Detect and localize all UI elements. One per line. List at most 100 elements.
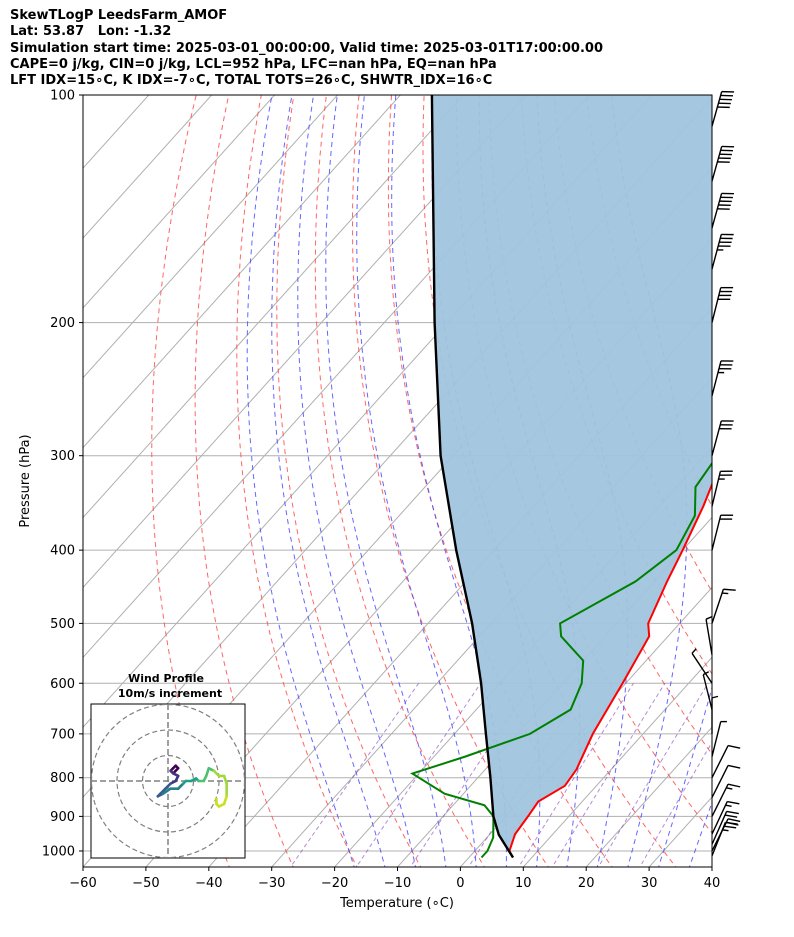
mixing-ratio-line bbox=[355, 683, 482, 867]
barb-half-flag bbox=[722, 829, 729, 832]
barb-half-flag bbox=[691, 648, 697, 654]
hodograph-area bbox=[91, 704, 245, 858]
moist-adiabat bbox=[297, 95, 417, 867]
parcel-profile bbox=[430, 95, 515, 859]
barb-shaft bbox=[691, 652, 713, 684]
moist-adiabat bbox=[688, 800, 712, 867]
isotherm-gridline bbox=[83, 95, 276, 309]
y-tick-label: 800 bbox=[50, 771, 75, 786]
wind-barb bbox=[711, 588, 736, 624]
title-line-1: SkewTLogP LeedsFarm_AMOF bbox=[10, 8, 228, 23]
wind-barb bbox=[711, 286, 734, 323]
moist-adiabat bbox=[325, 95, 447, 867]
barb-half-flag bbox=[705, 616, 713, 620]
barb-half-flag bbox=[711, 695, 719, 699]
mixing-ratio-line bbox=[639, 741, 712, 867]
barb-shaft bbox=[711, 515, 722, 551]
isotherm-gridline bbox=[711, 866, 712, 867]
barb-flag bbox=[726, 821, 739, 826]
barb-flag bbox=[727, 744, 741, 749]
barb-shaft bbox=[711, 471, 722, 507]
y-tick-label: 100 bbox=[50, 89, 75, 104]
hodograph-subtitle: 10m/s increment bbox=[118, 687, 222, 700]
y-tick-label: 300 bbox=[50, 449, 75, 464]
wind-barb bbox=[711, 744, 741, 779]
x-tick-label: 40 bbox=[704, 876, 721, 891]
barb-shaft bbox=[711, 745, 729, 779]
x-tick-label: 20 bbox=[578, 876, 595, 891]
wind-barb bbox=[711, 192, 734, 229]
y-tick-label: 1000 bbox=[42, 844, 75, 859]
barb-shaft bbox=[711, 146, 723, 182]
y-tick-label: 400 bbox=[50, 544, 75, 559]
moist-adiabat bbox=[356, 95, 477, 867]
barb-shaft bbox=[711, 818, 729, 852]
wind-barb bbox=[711, 514, 734, 551]
barb-flag bbox=[727, 764, 741, 769]
wind-barb bbox=[711, 810, 739, 845]
barb-shaft bbox=[711, 91, 723, 127]
barb-shaft bbox=[702, 674, 713, 710]
mixing-ratio-line bbox=[289, 683, 420, 867]
barb-flag bbox=[727, 818, 741, 823]
cin-shaded-area bbox=[431, 95, 712, 858]
wind-barb bbox=[711, 470, 733, 507]
hodograph-trace-segment bbox=[222, 794, 228, 806]
wind-barb bbox=[711, 783, 741, 817]
isotherm-gridline bbox=[522, 656, 712, 867]
hodograph-inset: Wind Profile 10m/s increment bbox=[90, 672, 246, 859]
barb-shaft bbox=[711, 783, 729, 817]
wind-barb bbox=[711, 420, 734, 456]
dry-adiabat bbox=[521, 95, 712, 675]
x-tick-label: −10 bbox=[384, 876, 411, 891]
mixing-ratio-line bbox=[551, 683, 666, 867]
isotherm-gridline bbox=[83, 95, 213, 239]
barb-shaft bbox=[711, 811, 728, 845]
wind-barb bbox=[691, 648, 713, 684]
barb-flag bbox=[723, 588, 736, 591]
barb-flag bbox=[723, 825, 737, 829]
wind-barb bbox=[705, 616, 713, 655]
wind-barb bbox=[711, 145, 735, 182]
moist-adiabat bbox=[246, 95, 355, 867]
hodograph-trace-segment bbox=[222, 774, 228, 785]
dry-adiabat bbox=[194, 95, 294, 867]
barb-shaft bbox=[711, 589, 725, 624]
x-tick-label: 30 bbox=[641, 876, 658, 891]
x-axis-label: Temperature (∘C) bbox=[339, 896, 454, 911]
x-tick-label: −50 bbox=[132, 876, 159, 891]
wind-barb bbox=[711, 800, 740, 835]
barb-shaft bbox=[711, 765, 729, 798]
wind-barb bbox=[711, 90, 735, 127]
x-axis: −60 −50 −40 −30 −20 −10 0 10 20 30 40 bbox=[69, 867, 720, 891]
moist-adiabat bbox=[271, 95, 386, 867]
wind-barb bbox=[711, 720, 727, 757]
hodograph-trace-segment bbox=[204, 766, 211, 778]
x-tick-label: −20 bbox=[321, 876, 348, 891]
barb-shaft bbox=[711, 721, 722, 757]
barb-flag bbox=[724, 814, 738, 818]
x-tick-label: −30 bbox=[258, 876, 285, 891]
chart-header: SkewTLogP LeedsFarm_AMOF Lat: 53.87 Lon:… bbox=[10, 8, 603, 89]
x-tick-label: 0 bbox=[456, 876, 464, 891]
barb-shaft bbox=[711, 420, 722, 456]
title-line-5: LFT IDX=15∘C, K IDX=-7∘C, TOTAL TOTS=26∘… bbox=[10, 73, 493, 89]
wind-barb bbox=[711, 764, 741, 798]
isotherm-gridline bbox=[83, 95, 402, 449]
mixing-ratio-line bbox=[597, 683, 709, 867]
dry-adiabat bbox=[387, 95, 613, 867]
temperature-profile bbox=[508, 481, 712, 858]
wind-barb bbox=[711, 818, 741, 852]
barb-shaft bbox=[711, 234, 722, 270]
barb-half-flag bbox=[725, 804, 732, 808]
y-axis-label: Pressure (hPa) bbox=[18, 434, 33, 527]
title-line-4: CAPE=0 j/kg, CIN=0 j/kg, LCL=952 hPa, LF… bbox=[10, 56, 497, 72]
barb-shaft bbox=[711, 801, 728, 835]
y-tick-label: 500 bbox=[50, 617, 75, 632]
moist-adiabat bbox=[658, 95, 712, 867]
barb-shaft bbox=[711, 287, 722, 323]
dewpoint-profile bbox=[410, 461, 712, 859]
barb-shaft bbox=[711, 360, 722, 397]
barb-flag bbox=[726, 810, 739, 815]
y-tick-label: 200 bbox=[50, 316, 75, 331]
